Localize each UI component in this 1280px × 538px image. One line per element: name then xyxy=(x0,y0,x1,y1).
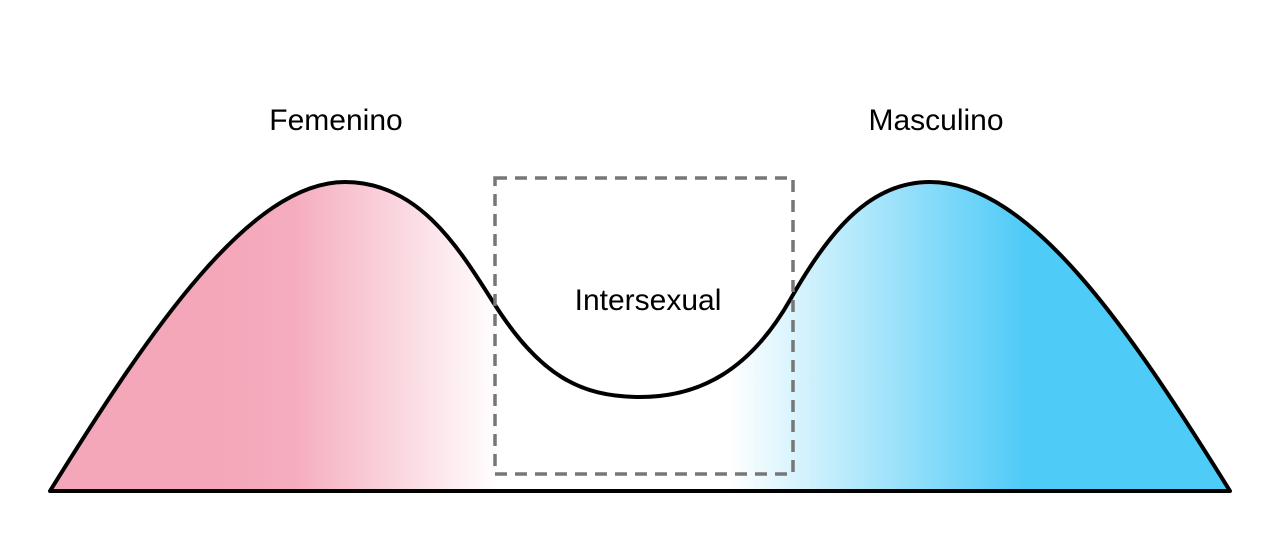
intersex-dashed-box xyxy=(493,176,795,476)
female-label: Femenino xyxy=(269,104,403,137)
bimodal-curve xyxy=(48,180,1232,493)
male-label: Masculino xyxy=(868,104,1004,137)
intersex-label: Intersexual xyxy=(574,284,722,317)
